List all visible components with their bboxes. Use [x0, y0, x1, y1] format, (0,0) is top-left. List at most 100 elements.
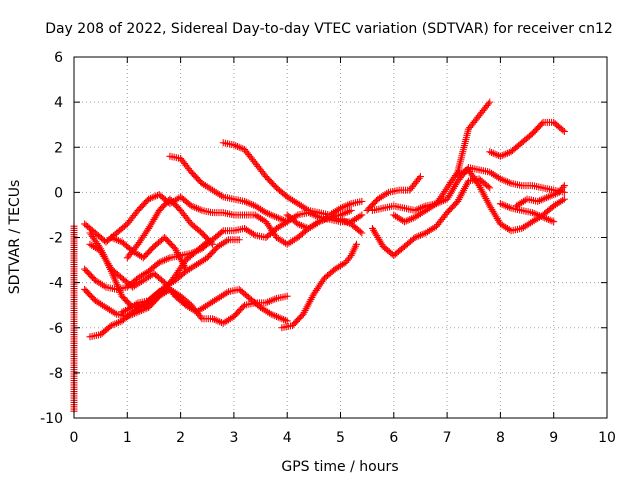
data-point [187, 305, 195, 313]
data-point [313, 285, 321, 293]
grid [74, 57, 607, 418]
data-point [120, 307, 128, 315]
data-point [214, 317, 222, 325]
data-point [436, 194, 444, 202]
data-point [219, 239, 227, 247]
data-point [329, 209, 337, 217]
data-point [415, 205, 423, 213]
data-point [205, 300, 213, 308]
series-arc2 [81, 218, 291, 293]
data-point [193, 261, 201, 269]
data-point [548, 191, 556, 199]
data-point [466, 168, 474, 176]
data-point [269, 212, 277, 220]
data-point [500, 151, 508, 159]
data-point [521, 196, 529, 204]
data-point [274, 313, 282, 321]
ticks [73, 56, 608, 419]
data-point [221, 318, 229, 326]
data-point [209, 240, 217, 248]
data-point [203, 301, 211, 309]
data-point [498, 152, 506, 160]
data-point [276, 236, 284, 244]
data-point [470, 175, 478, 183]
data-point [216, 191, 224, 199]
data-point [97, 280, 105, 288]
series-arc9 [123, 195, 217, 262]
data-point [560, 195, 568, 203]
data-point [125, 312, 133, 320]
data-point [418, 209, 426, 217]
data-point [289, 196, 297, 204]
series-arc13 [283, 211, 366, 237]
data-point [310, 221, 318, 229]
data-point [342, 218, 350, 226]
data-point [486, 168, 494, 176]
data-point [264, 209, 272, 217]
data-point [546, 216, 554, 224]
data-point [287, 195, 295, 203]
data-point [550, 202, 558, 210]
data-point [345, 200, 353, 208]
data-point [498, 176, 506, 184]
data-point [276, 215, 284, 223]
data-point [196, 206, 204, 214]
data-point [541, 214, 549, 222]
data-point [129, 310, 137, 318]
data-point [200, 256, 208, 264]
series-arc15 [368, 164, 568, 214]
data-point [185, 303, 193, 311]
data-point [502, 223, 510, 231]
data-point [91, 236, 99, 244]
data-point [420, 230, 428, 238]
data-point [241, 197, 249, 205]
data-point [142, 228, 150, 236]
data-point [90, 234, 98, 242]
data-point [315, 283, 323, 291]
x-tick-label: 2 [176, 430, 185, 446]
data-point [550, 218, 558, 226]
data-point [287, 238, 295, 246]
data-point [194, 259, 202, 267]
data-point [210, 297, 218, 305]
data-point [93, 277, 101, 285]
data-point [299, 222, 307, 230]
data-point [551, 190, 559, 198]
data-point [283, 193, 291, 201]
data-point [440, 189, 448, 197]
data-point [155, 258, 163, 266]
data-point [338, 203, 346, 211]
data-point [182, 301, 190, 309]
series-arc14 [368, 175, 494, 260]
data-point [262, 209, 270, 217]
data-point [217, 192, 225, 200]
data-point [280, 315, 288, 323]
data-point [86, 229, 94, 237]
y-tick-label: 2 [54, 140, 63, 156]
data-point [411, 234, 419, 241]
data-point [257, 303, 265, 311]
data-point [486, 184, 494, 192]
series-arc16 [363, 173, 424, 214]
data-point [273, 234, 281, 241]
data-point [189, 203, 197, 211]
data-point [260, 208, 268, 216]
data-point [504, 149, 512, 157]
data-point [91, 244, 99, 252]
y-tick-label: -2 [49, 231, 63, 247]
data-point [331, 208, 339, 216]
data-point [346, 253, 354, 261]
x-tick-label: 7 [443, 430, 452, 446]
data-point [257, 214, 265, 222]
data-point [308, 222, 316, 230]
data-point [263, 219, 271, 227]
data-point [175, 267, 183, 275]
data-point [424, 228, 432, 236]
data-point [338, 210, 346, 218]
data-point [493, 173, 501, 181]
data-point [467, 169, 475, 177]
data-point [187, 202, 195, 210]
data-point [218, 228, 226, 236]
data-point [528, 218, 536, 226]
data-point [223, 317, 231, 325]
